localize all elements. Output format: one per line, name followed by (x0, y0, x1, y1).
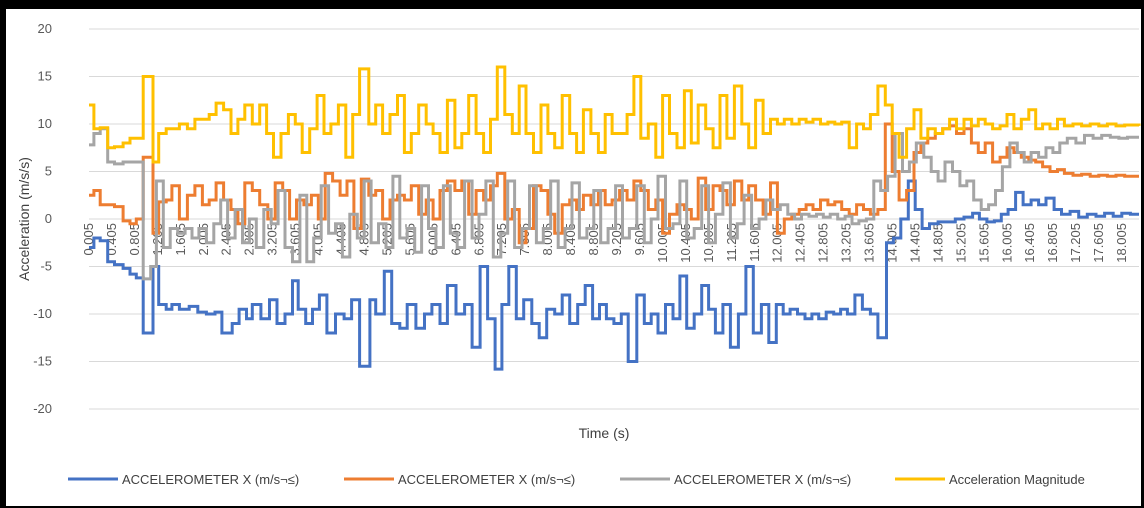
x-tick-label: 0.805 (127, 223, 142, 256)
x-tick-label: 8.405 (563, 223, 578, 256)
x-axis-ticks: 0.005 0.405 0.805 1.205 1.605 2.005 2.405 2.805… (81, 223, 1129, 263)
x-tick-label: 8.805 (586, 223, 601, 256)
legend-label: Acceleration Magnitude (949, 472, 1085, 487)
x-tick-label: 11.605 (747, 223, 762, 262)
x-tick-label: 10.405 (678, 223, 693, 263)
x-tick-label: 14.805 (930, 223, 945, 263)
y-tick-label: 10 (38, 116, 52, 131)
y-tick-label: 20 (38, 21, 52, 36)
y-tick-label: -10 (33, 306, 52, 321)
series-line-1 (89, 179, 1139, 371)
x-tick-label: 11.205 (724, 223, 739, 262)
y-tick-label: 5 (45, 164, 52, 179)
line-chart: 20 15 10 5 0 -5 -10 -15 -20 0.005 0.405 0.805 1.205… (16, 21, 1141, 487)
y-tick-label: 0 (45, 211, 52, 226)
series-line-3 (89, 127, 1139, 281)
x-tick-label: 16.405 (1022, 223, 1037, 263)
x-tick-label: 17.605 (1091, 223, 1106, 263)
y-axis-title: Acceleration (m/s/s) (16, 157, 32, 281)
series-line-4 (89, 65, 1141, 164)
x-tick-label: 16.805 (1045, 223, 1060, 263)
legend-label: ACCELEROMETER X (m/s¬≤) (674, 472, 851, 487)
y-tick-label: -20 (33, 401, 52, 416)
y-axis-ticks: 20 15 10 5 0 -5 -10 -15 -20 (33, 21, 52, 416)
x-tick-label: 15.605 (976, 223, 991, 263)
y-tick-label: -15 (33, 354, 52, 369)
x-tick-label: 9.205 (609, 223, 624, 256)
x-tick-label: 13.205 (839, 223, 854, 263)
y-tick-label: -5 (40, 259, 52, 274)
x-tick-label: 14.405 (907, 223, 922, 263)
x-tick-label: 16.005 (999, 223, 1014, 263)
x-tick-label: 17.205 (1068, 223, 1083, 263)
x-tick-label: 13.605 (862, 223, 877, 263)
legend: ACCELEROMETER X (m/s¬≤) ACCELEROMETER X (… (68, 472, 1085, 487)
x-axis-title: Time (s) (579, 425, 630, 441)
legend-label: ACCELEROMETER X (m/s¬≤) (398, 472, 575, 487)
x-tick-label: 12.805 (816, 223, 831, 263)
x-tick-label: 3.205 (265, 223, 280, 256)
chart-frame: 20 15 10 5 0 -5 -10 -15 -20 0.005 0.405 0.805 1.205… (6, 9, 1141, 506)
x-tick-label: 18.005 (1114, 223, 1129, 263)
x-tick-label: 15.205 (953, 223, 968, 263)
x-tick-label: 12.405 (793, 223, 808, 263)
y-tick-label: 15 (38, 69, 52, 84)
legend-label: ACCELEROMETER X (m/s¬≤) (122, 472, 299, 487)
series-lines (89, 65, 1141, 371)
